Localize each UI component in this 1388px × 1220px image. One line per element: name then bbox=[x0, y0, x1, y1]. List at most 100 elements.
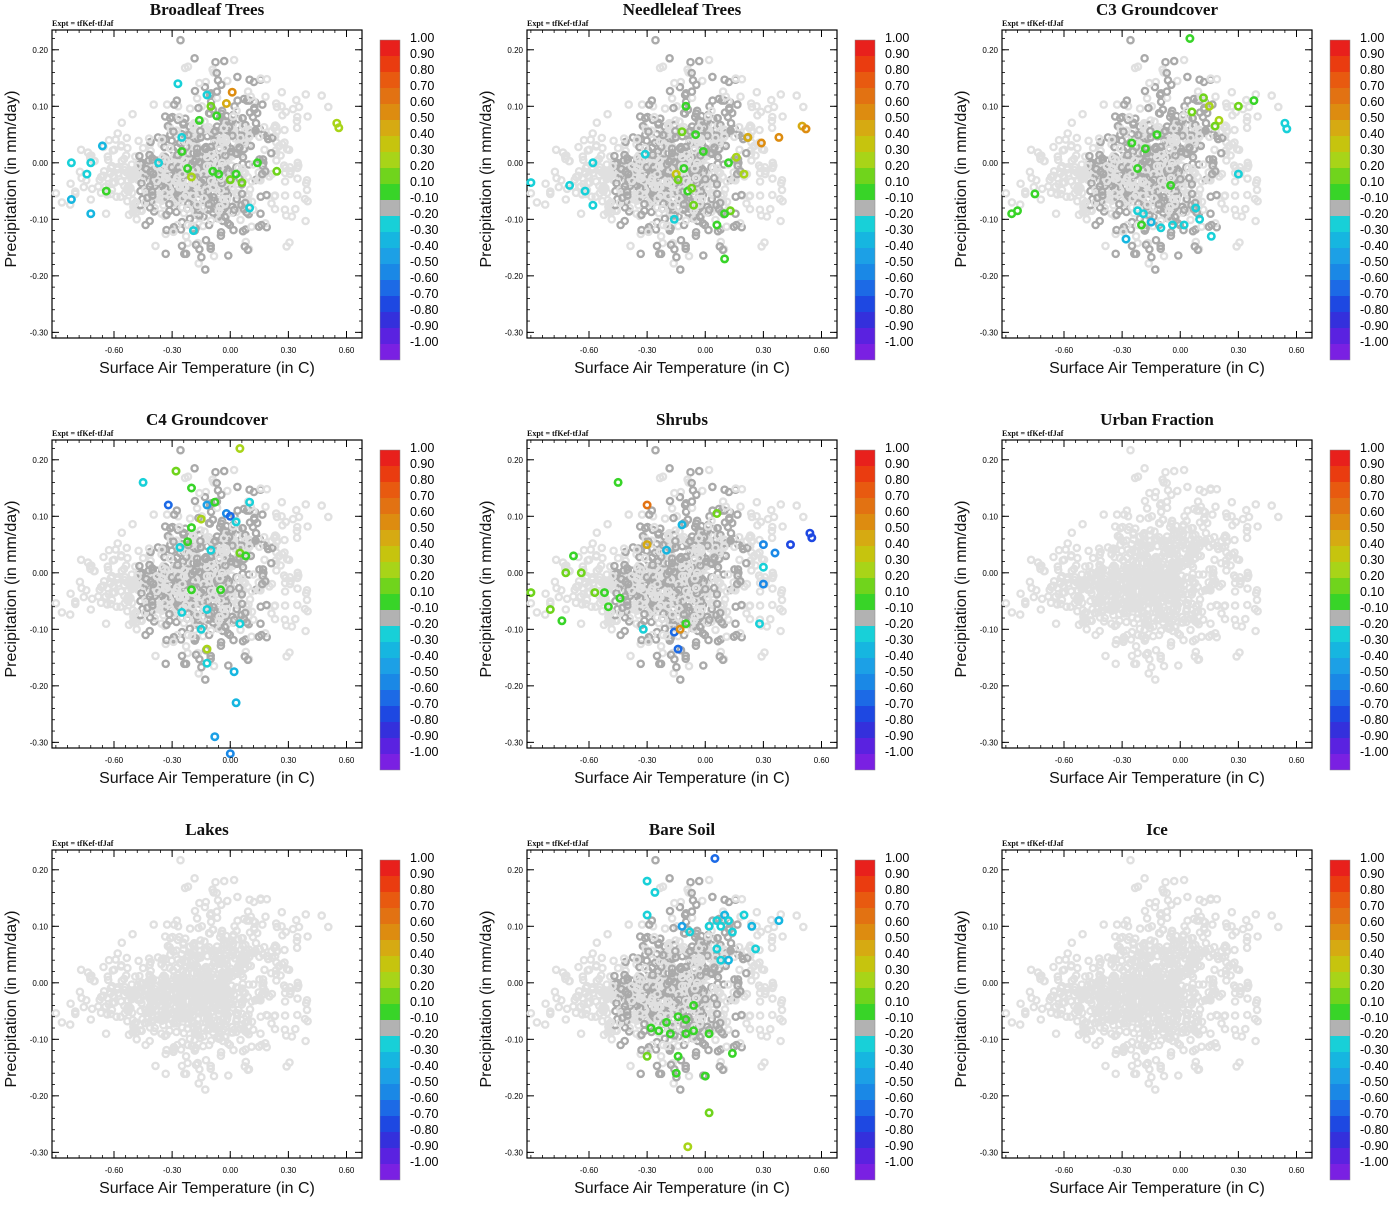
x-tick-label: 0.00 bbox=[1172, 346, 1188, 355]
colorbar-label: 0.40 bbox=[410, 537, 434, 551]
x-tick-label: 0.60 bbox=[339, 756, 355, 765]
colorbar-swatch bbox=[380, 296, 400, 312]
colorbar-swatch bbox=[380, 264, 400, 280]
colorbar-swatch bbox=[855, 168, 875, 184]
x-tick-label: 0.60 bbox=[1289, 346, 1305, 355]
colorbar-label: 0.60 bbox=[410, 505, 434, 519]
y-tick-label: 0.20 bbox=[507, 46, 523, 55]
y-axis-label: Precipitation (in mm/day) bbox=[953, 29, 971, 329]
colorbar-label: -0.30 bbox=[885, 223, 914, 237]
colorbar-label: -0.30 bbox=[410, 223, 439, 237]
y-tick-label: 0.20 bbox=[32, 456, 48, 465]
y-tick-label: -0.30 bbox=[30, 328, 49, 337]
colorbar-swatch bbox=[380, 706, 400, 722]
colorbar-label: 0.50 bbox=[1360, 111, 1384, 125]
colorbar-swatch bbox=[855, 232, 875, 248]
x-tick-label: -0.30 bbox=[638, 346, 657, 355]
colorbar-swatch bbox=[380, 690, 400, 706]
colorbar-label: -0.90 bbox=[410, 319, 439, 333]
colorbar-label: -1.00 bbox=[410, 745, 439, 759]
y-tick-label: -0.20 bbox=[30, 272, 49, 281]
colorbar-label: 0.60 bbox=[410, 95, 434, 109]
y-axis-label: Precipitation (in mm/day) bbox=[3, 439, 21, 739]
colorbar-swatch bbox=[380, 152, 400, 168]
y-tick-label: 0.20 bbox=[32, 46, 48, 55]
colorbar-label: 0.10 bbox=[410, 175, 434, 189]
colorbar-swatch bbox=[380, 168, 400, 184]
colorbar-label: -0.70 bbox=[410, 697, 439, 711]
colorbar-swatch bbox=[380, 280, 400, 296]
colorbar-swatch bbox=[380, 578, 400, 594]
x-tick-label: 0.60 bbox=[814, 346, 830, 355]
colorbar-label: -0.10 bbox=[1360, 191, 1388, 205]
x-tick-label: -0.60 bbox=[580, 346, 599, 355]
y-tick-label: -0.20 bbox=[505, 272, 524, 281]
colorbar-label: -1.00 bbox=[1360, 335, 1388, 349]
y-tick-label: -0.10 bbox=[505, 215, 524, 224]
colorbar-swatch bbox=[380, 642, 400, 658]
colorbar-swatch bbox=[855, 344, 875, 360]
y-tick-label: -0.10 bbox=[30, 625, 49, 634]
x-tick-label: 0.30 bbox=[1231, 346, 1247, 355]
colorbar-label: -0.50 bbox=[410, 665, 439, 679]
colorbar-swatch bbox=[380, 184, 400, 200]
colorbar-label: -0.80 bbox=[885, 303, 914, 317]
colorbar-label: 0.40 bbox=[885, 127, 909, 141]
colorbar-label: -0.60 bbox=[410, 271, 439, 285]
colorbar-swatch bbox=[1330, 280, 1350, 296]
colorbar-label: 0.40 bbox=[410, 127, 434, 141]
colorbar-swatch bbox=[855, 120, 875, 136]
colorbar-label: -0.90 bbox=[885, 319, 914, 333]
y-tick-label: -0.30 bbox=[505, 328, 524, 337]
x-tick-label: -0.30 bbox=[1113, 346, 1132, 355]
x-tick-label: 0.60 bbox=[339, 346, 355, 355]
x-axis-label: Surface Air Temperature (in C) bbox=[1002, 360, 1312, 378]
colorbar-label: -0.60 bbox=[885, 271, 914, 285]
colorbar-label: -0.50 bbox=[885, 255, 914, 269]
colorbar-swatch bbox=[380, 482, 400, 498]
y-tick-label: 0.00 bbox=[982, 159, 998, 168]
colorbar-swatch bbox=[855, 40, 875, 56]
y-tick-label: 0.10 bbox=[982, 102, 998, 111]
colorbar-swatch bbox=[380, 514, 400, 530]
colorbar-label: 1.00 bbox=[885, 31, 909, 45]
colorbar-swatch bbox=[1330, 344, 1350, 360]
colorbar-swatch bbox=[380, 546, 400, 562]
colorbar-swatch bbox=[855, 216, 875, 232]
colorbar-swatch bbox=[380, 40, 400, 56]
colorbar-label: -0.50 bbox=[410, 255, 439, 269]
colorbar-swatch bbox=[380, 312, 400, 328]
colorbar-swatch bbox=[380, 216, 400, 232]
colorbar-swatch bbox=[1330, 136, 1350, 152]
x-tick-label: -0.30 bbox=[163, 346, 182, 355]
colorbar-swatch bbox=[380, 56, 400, 72]
colorbar-label: 0.20 bbox=[410, 159, 434, 173]
colorbar-label: 0.80 bbox=[410, 473, 434, 487]
y-tick-label: 0.10 bbox=[32, 102, 48, 111]
colorbar-label: 0.20 bbox=[1360, 159, 1384, 173]
colorbar-label: 0.20 bbox=[410, 569, 434, 583]
colorbar-label: -0.60 bbox=[410, 681, 439, 695]
x-tick-label: 0.00 bbox=[697, 346, 713, 355]
x-tick-label: 0.30 bbox=[756, 346, 772, 355]
colorbar-label: -0.10 bbox=[410, 191, 439, 205]
y-tick-label: 0.00 bbox=[507, 159, 523, 168]
colorbar-label: 0.60 bbox=[885, 95, 909, 109]
y-tick-label: -0.30 bbox=[980, 328, 999, 337]
colorbar-label: -0.40 bbox=[885, 239, 914, 253]
colorbar-swatch bbox=[380, 738, 400, 754]
colorbar-label: 0.90 bbox=[1360, 47, 1384, 61]
colorbar-label: 0.30 bbox=[410, 143, 434, 157]
colorbar-label: 1.00 bbox=[410, 31, 434, 45]
colorbar-label: -0.40 bbox=[410, 239, 439, 253]
x-axis-label: Surface Air Temperature (in C) bbox=[527, 360, 837, 378]
colorbar-label: -0.30 bbox=[410, 633, 439, 647]
x-axis-label: Surface Air Temperature (in C) bbox=[52, 770, 362, 788]
colorbar-swatch bbox=[1330, 168, 1350, 184]
y-tick-label: 0.00 bbox=[32, 569, 48, 578]
colorbar-swatch bbox=[380, 248, 400, 264]
colorbar-swatch bbox=[380, 344, 400, 360]
